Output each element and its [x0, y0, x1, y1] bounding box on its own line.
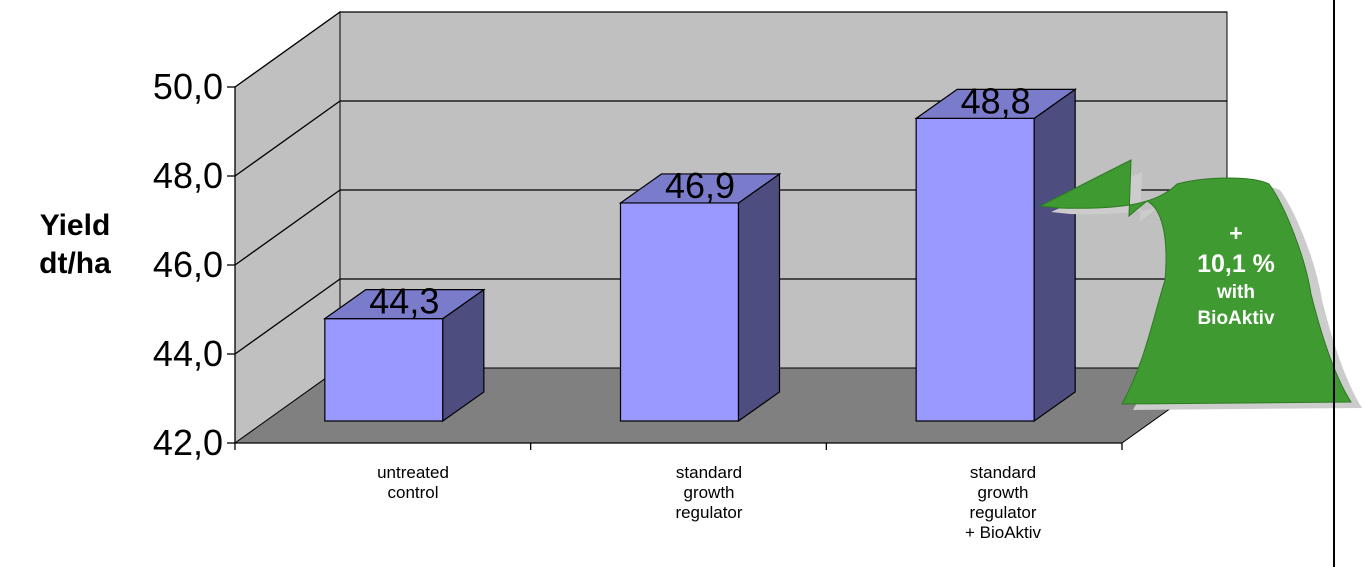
x-category-3-line-4: + BioAktiv [964, 523, 1042, 542]
x-category-1-line-1: untreated [377, 463, 449, 482]
x-category-label-2: standard growth regulator [614, 463, 804, 523]
annotation-arrow [1038, 159, 1352, 405]
y-tick-label: 42,0 [153, 422, 223, 463]
bar-value-label: 44,3 [369, 281, 439, 322]
annotation-bioaktiv: BioAktiv [1197, 308, 1275, 329]
bar-top [618, 173, 782, 204]
x-category-2-line-2: growth [683, 483, 735, 502]
bar: 48,8 [914, 80, 1078, 423]
bar-value-label: 48,8 [961, 80, 1031, 121]
y-tick-label: 44,0 [153, 333, 223, 374]
bar-top [322, 289, 486, 320]
annotation-percent: 10,1 % [1197, 250, 1275, 278]
x-category-3-line-1: standard [969, 463, 1037, 482]
x-category-3-line-3: regulator [969, 503, 1037, 522]
y-axis-title-line-2: dt/ha [39, 247, 111, 280]
x-category-1-line-2: control [387, 483, 439, 502]
bar-front [915, 117, 1035, 422]
bar-front [324, 318, 444, 422]
annotation-with: with [1217, 282, 1255, 303]
bar: 46,9 [618, 165, 782, 423]
bar-side [1033, 88, 1076, 423]
bar-value-label: 46,9 [665, 165, 735, 206]
bar-front [619, 202, 740, 422]
x-category-label-3: standard growth regulator + BioAktiv [908, 463, 1098, 543]
x-category-2-line-1: standard [675, 463, 743, 482]
bar-top [914, 88, 1078, 120]
annotation-plus: + [1229, 220, 1243, 246]
bar: 44,3 [322, 281, 486, 423]
right-border-line [1333, 0, 1335, 567]
x-category-2-line-3: regulator [675, 503, 743, 522]
y-tick-label: 46,0 [153, 244, 223, 285]
y-tick-label: 48,0 [153, 155, 223, 196]
y-tick-label: 50,0 [153, 66, 223, 107]
increase-annotation-text: + 10,1 % with BioAktiv [1166, 218, 1306, 332]
bar-side [737, 172, 781, 423]
y-axis-title-line-1: Yield [39, 209, 111, 242]
gridline [234, 11, 1227, 88]
x-category-label-1: untreated control [318, 463, 508, 503]
x-category-3-line-2: growth [977, 483, 1029, 502]
gridline [234, 100, 1227, 177]
y-axis-title: Yield dt/ha [20, 207, 130, 283]
